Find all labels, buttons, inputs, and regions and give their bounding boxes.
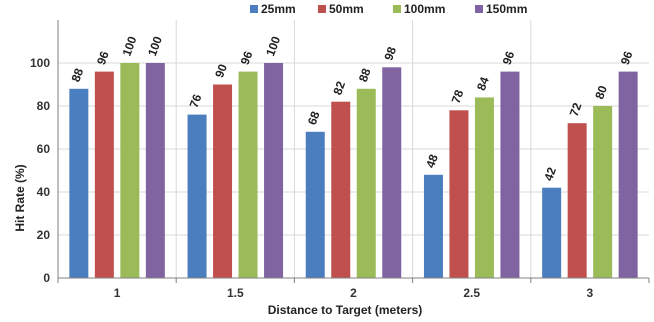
axes: 0 20 40 60 80 100 1 1.5 2 2.5 3 (30, 20, 650, 300)
data-label-150mm-1: 100 (145, 34, 165, 58)
data-label-25mm-2: 68 (305, 109, 323, 127)
data-label-50mm-3: 72 (567, 101, 585, 119)
bar-150mm-1 (145, 63, 165, 278)
bar-25mm-2 (305, 131, 325, 278)
x-tick-label: 1.5 (227, 286, 244, 300)
legend-label-50mm: 50mm (329, 2, 364, 16)
data-label-25mm-2.5: 48 (423, 152, 441, 170)
bar-150mm-3 (618, 71, 638, 278)
legend-label-100mm: 100mm (404, 2, 445, 16)
bar-50mm-1 (94, 71, 114, 278)
x-tick-label: 2 (350, 286, 357, 300)
bar-150mm-2 (382, 67, 402, 278)
bars-group (69, 63, 638, 279)
bar-50mm-2.5 (449, 110, 469, 278)
data-label-150mm-2: 98 (381, 45, 399, 63)
data-label-25mm-1: 88 (69, 66, 87, 84)
bar-25mm-1.5 (187, 114, 207, 278)
y-tick-label: 20 (37, 228, 51, 242)
legend-swatch-25mm (250, 5, 258, 13)
y-axis-title: Hit Rate (%) (13, 164, 27, 231)
bar-25mm-3 (542, 187, 562, 278)
data-label-100mm-3: 80 (592, 83, 610, 101)
legend-swatch-150mm (475, 5, 483, 13)
y-tick-label: 60 (37, 142, 51, 156)
bar-100mm-1 (120, 63, 140, 278)
legend-label-150mm: 150mm (486, 2, 527, 16)
x-axis-title: Distance to Target (meters) (268, 303, 422, 317)
legend-swatch-50mm (318, 5, 326, 13)
data-label-50mm-2.5: 78 (449, 88, 467, 106)
legend-label-25mm: 25mm (261, 2, 296, 16)
bar-25mm-1 (69, 88, 89, 278)
bar-50mm-3 (567, 123, 587, 278)
legend-swatch-100mm (393, 5, 401, 13)
x-tick-label: 1 (114, 286, 121, 300)
bar-100mm-2 (356, 88, 376, 278)
y-tick-label: 80 (37, 99, 51, 113)
bar-50mm-1.5 (213, 84, 233, 278)
bar-25mm-2.5 (423, 174, 443, 278)
bar-50mm-2 (331, 101, 351, 278)
bar-100mm-1.5 (238, 71, 258, 278)
x-tick-label: 3 (587, 286, 594, 300)
y-tick-label: 0 (43, 271, 50, 285)
data-label-25mm-1.5: 76 (187, 92, 205, 110)
data-label-100mm-2.5: 84 (474, 75, 492, 93)
data-label-150mm-3: 96 (618, 49, 636, 67)
bar-150mm-2.5 (500, 71, 520, 278)
bar-150mm-1.5 (264, 63, 284, 278)
data-label-150mm-2.5: 96 (500, 49, 518, 67)
bar-100mm-2.5 (474, 97, 494, 279)
data-label-150mm-1.5: 100 (263, 34, 283, 58)
y-tick-label: 100 (30, 56, 50, 70)
data-label-100mm-1: 100 (120, 34, 140, 58)
data-label-100mm-1.5: 96 (238, 49, 256, 67)
data-label-50mm-1: 96 (94, 49, 112, 67)
x-tick-label: 2.5 (463, 286, 480, 300)
data-label-50mm-2: 82 (330, 79, 348, 97)
data-label-100mm-2: 88 (356, 66, 374, 84)
legend: 25mm 50mm 100mm 150mm (250, 2, 527, 16)
data-label-25mm-3: 42 (541, 165, 559, 183)
y-tick-label: 40 (37, 185, 51, 199)
data-label-50mm-1.5: 90 (212, 62, 230, 80)
bar-100mm-3 (593, 106, 613, 278)
